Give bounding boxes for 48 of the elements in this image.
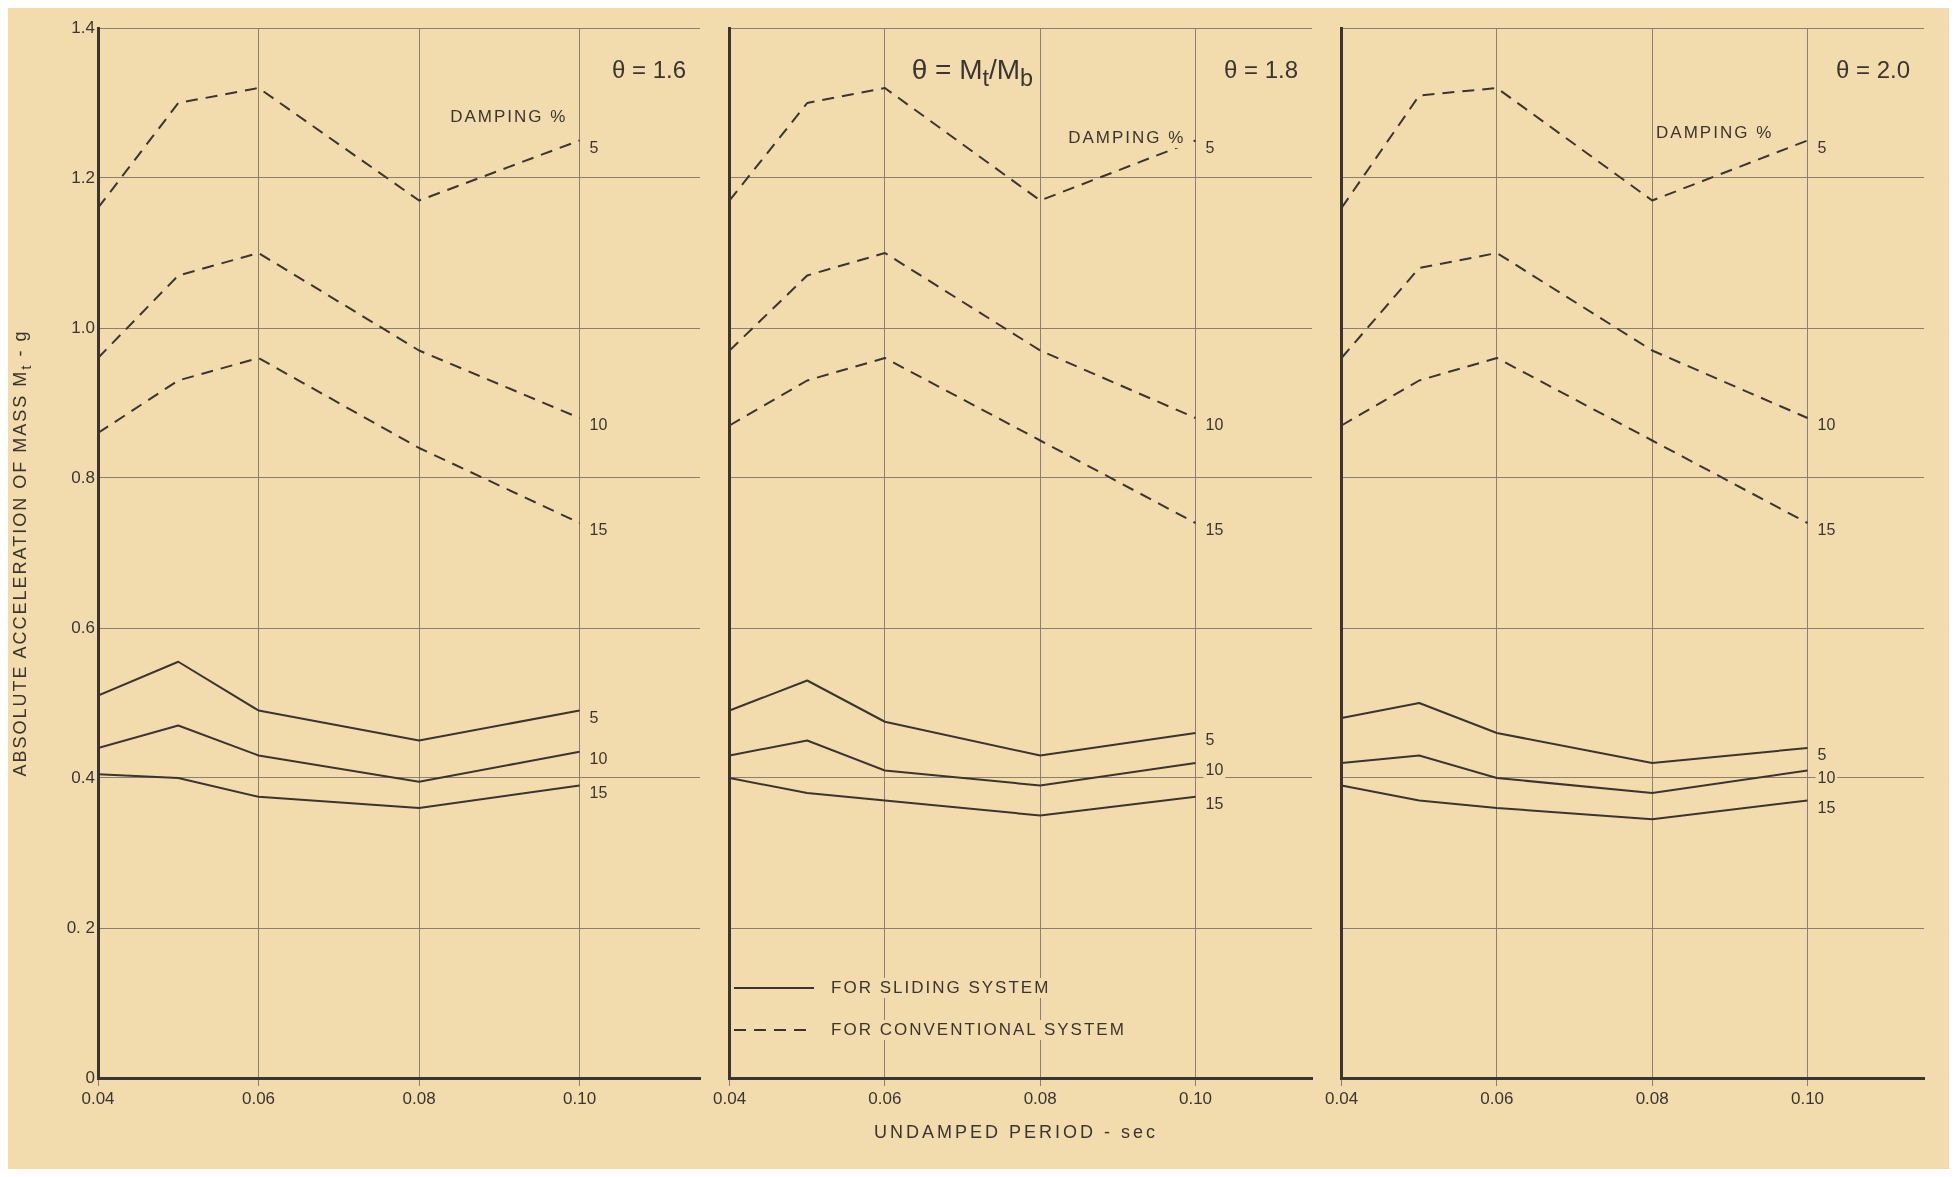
annotation: θ = M$_{t}$/M$_{b}$ [908, 54, 1037, 92]
series-label: 10 [589, 416, 608, 434]
y-tick-label: 0.4 [71, 767, 95, 787]
y-tick-label: 1.2 [71, 167, 95, 187]
x-tick-label: 0.08 [1635, 1088, 1669, 1108]
series-label: 5 [1817, 746, 1827, 764]
x-tick-label: 0.08 [402, 1088, 436, 1108]
x-tick-label: 0.04 [81, 1088, 115, 1108]
series-label: 10 [1205, 761, 1224, 779]
series-label: 15 [1205, 521, 1224, 539]
annotation: DAMPING % [1653, 122, 1777, 143]
text: θ = 1.8 [1223, 56, 1298, 84]
series-label: 5 [1817, 138, 1827, 156]
x-axis-title: UNDAMPED PERIOD - sec [873, 1122, 1159, 1143]
text: θ = 2.0 [1835, 56, 1910, 84]
annotation: FOR SLIDING SYSTEM [828, 978, 1054, 999]
text: θ = 1.6 [611, 56, 686, 84]
x-tick-label: 0.04 [713, 1088, 747, 1108]
series-label: 15 [1205, 795, 1224, 813]
x-tick-label: 0.10 [1178, 1088, 1213, 1108]
x-tick-label: 0.10 [563, 1088, 597, 1108]
series-label: 10 [589, 750, 608, 768]
series-label: 15 [589, 783, 608, 801]
x-tick-label: 0.06 [868, 1088, 902, 1108]
series-label: 5 [589, 708, 599, 726]
series-label: 10 [1205, 416, 1224, 434]
y-tick-label: 1.0 [71, 317, 95, 337]
y-tick-label: 0. 2 [66, 917, 95, 937]
x-tick-label: 0.10 [1790, 1088, 1825, 1108]
series-label: 15 [1817, 521, 1836, 539]
series-label: 10 [1817, 416, 1836, 434]
x-tick-label: 0.06 [1480, 1088, 1514, 1108]
series-label: 5 [1205, 731, 1215, 749]
series-label: 5 [1205, 138, 1215, 156]
series-label: 15 [1817, 798, 1836, 816]
annotation: DAMPING % [447, 106, 571, 127]
x-tick-label: 0.06 [241, 1088, 276, 1108]
series-label: 10 [1817, 768, 1836, 786]
series-label: 15 [589, 521, 608, 539]
annotation: DAMPING % [1065, 127, 1189, 148]
y-tick-label: 0.8 [71, 467, 95, 487]
x-tick-label: 0.08 [1023, 1088, 1057, 1108]
y-tick-label: 1.4 [71, 17, 95, 37]
series-label: 5 [589, 138, 599, 156]
y-tick-label: 0 [85, 1067, 95, 1087]
x-tick-label: 0.04 [1325, 1088, 1359, 1108]
y-tick-label: 0.6 [71, 617, 95, 637]
annotation: FOR CONVENTIONAL SYSTEM [828, 1020, 1129, 1041]
